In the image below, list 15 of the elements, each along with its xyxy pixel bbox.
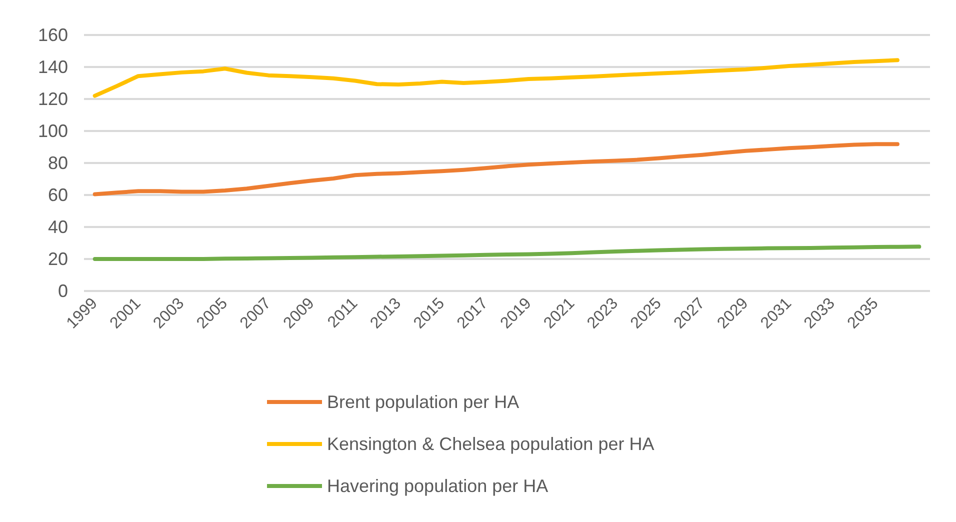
- legend-label: Kensington & Chelsea population per HA: [327, 434, 654, 454]
- legend-label: Havering population per HA: [327, 476, 548, 496]
- y-tick-label: 0: [58, 281, 68, 301]
- y-tick-label: 40: [48, 217, 68, 237]
- line-series: [92, 58, 900, 98]
- legend-label: Brent population per HA: [327, 392, 520, 412]
- line-series: [92, 142, 900, 196]
- y-tick-label: 20: [48, 249, 68, 269]
- y-tick-label: 160: [38, 25, 68, 45]
- y-tick-label: 100: [38, 121, 68, 141]
- y-tick-label: 140: [38, 57, 68, 77]
- y-tick-label: 120: [38, 89, 68, 109]
- line-series: [92, 244, 922, 261]
- y-tick-label: 80: [48, 153, 68, 173]
- y-tick-label: 60: [48, 185, 68, 205]
